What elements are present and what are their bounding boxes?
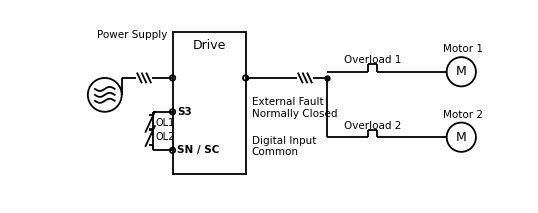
Text: OL2: OL2 xyxy=(155,132,175,142)
Text: Digital Input
Common: Digital Input Common xyxy=(252,136,316,157)
Text: M: M xyxy=(456,65,466,78)
Text: SN / SC: SN / SC xyxy=(177,145,220,155)
Bar xyxy=(173,32,246,174)
Text: Drive: Drive xyxy=(193,39,226,52)
Text: OL1: OL1 xyxy=(155,118,175,128)
Text: Motor 1: Motor 1 xyxy=(443,44,483,54)
Text: External Fault
Normally Closed: External Fault Normally Closed xyxy=(252,97,337,119)
Text: Overload 1: Overload 1 xyxy=(344,55,401,65)
Text: M: M xyxy=(456,131,466,144)
Text: Power Supply: Power Supply xyxy=(97,30,167,40)
Text: S3: S3 xyxy=(177,107,192,117)
Text: Overload 2: Overload 2 xyxy=(344,121,401,131)
Text: Motor 2: Motor 2 xyxy=(443,109,483,119)
